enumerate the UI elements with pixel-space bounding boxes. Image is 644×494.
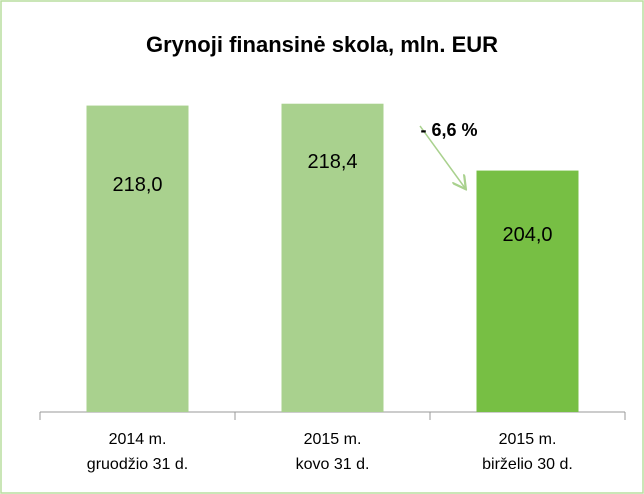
chart-title: Grynoji finansinė skola, mln. EUR — [146, 32, 498, 57]
value-label: 204,0 — [502, 224, 552, 246]
x-tick-label: gruodžio 31 d. — [87, 456, 188, 473]
x-tick-label: kovo 31 d. — [296, 456, 370, 473]
bar — [86, 105, 189, 413]
x-tick-label: 2015 m. — [304, 431, 362, 448]
bar — [476, 170, 579, 412]
value-label: 218,4 — [307, 151, 357, 173]
bar — [281, 103, 384, 412]
x-tick-label: birželio 30 d. — [482, 456, 573, 473]
x-tick-label: 2014 m. — [109, 431, 167, 448]
value-label: 218,0 — [112, 174, 162, 196]
arrow — [419, 125, 465, 188]
annotation: - 6,6 % — [420, 120, 477, 140]
x-tick-label: 2015 m. — [499, 431, 557, 448]
